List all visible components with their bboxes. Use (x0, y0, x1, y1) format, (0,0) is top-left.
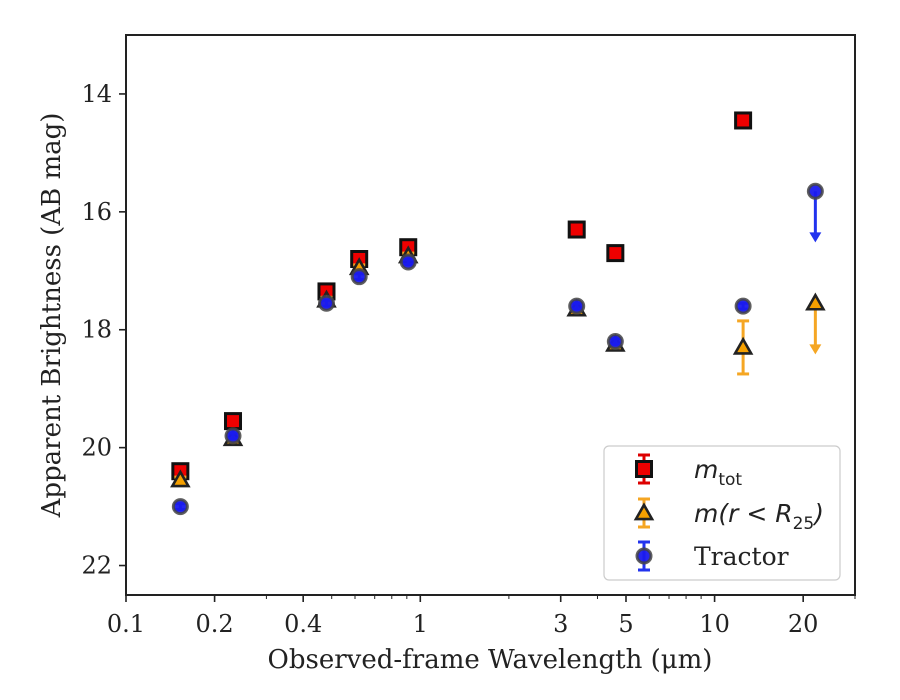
legend-marker (633, 502, 655, 521)
legend: mtot m(r < R25) Tractor (603, 445, 841, 581)
x-tick-label: 1 (413, 610, 428, 638)
legend-label-subscript: 25 (793, 514, 815, 534)
x-axis-label: Observed-frame Wavelength (μm) (268, 645, 713, 675)
data-point (734, 111, 753, 130)
data-point (568, 297, 586, 315)
x-tick-label: 0.4 (284, 610, 322, 638)
y-tick-label: 22 (81, 552, 112, 580)
data-point (399, 253, 417, 271)
legend-label: mtot (694, 455, 742, 490)
legend-label-subscript: tot (718, 470, 742, 490)
x-tick-label: 10 (699, 610, 730, 638)
data-point (734, 297, 752, 315)
data-point (350, 268, 368, 286)
legend-marker (635, 460, 653, 478)
legend-entry-tractor: Tractor (635, 540, 789, 572)
data-point (224, 412, 243, 431)
y-tick-label: 16 (81, 198, 112, 226)
series-tractor (171, 182, 824, 516)
x-tick-label: 0.2 (196, 610, 234, 638)
legend-box (603, 445, 841, 581)
data-point (732, 336, 754, 355)
data-point (567, 220, 586, 239)
y-tick-label: 14 (81, 80, 112, 108)
legend-entry-mtot: mtot (635, 453, 742, 490)
legend-marker (635, 547, 653, 565)
data-point (806, 182, 824, 200)
y-tick-label: 18 (81, 316, 112, 344)
plot-marks (170, 111, 826, 516)
legend-label: Tractor (694, 542, 789, 571)
series-mtot (171, 111, 753, 481)
data-point (317, 294, 335, 312)
legend-label-tail: ) (812, 499, 824, 528)
upper-limit-arrow-head (809, 232, 822, 243)
data-point (805, 292, 826, 311)
legend-label: m(r < R25) (694, 499, 824, 534)
upper-limit-arrow-head (809, 344, 822, 355)
legend-entry-mr25: m(r < R25) (633, 497, 824, 534)
axes: 0.1 0.2 0.4 1 3 5 10 20 14 16 18 20 22 (81, 80, 856, 638)
x-tick-label: 20 (788, 610, 819, 638)
legend-label-base: m(r < R (694, 499, 793, 528)
x-tick-label: 5 (618, 610, 633, 638)
data-point (606, 333, 624, 351)
data-point (170, 469, 191, 488)
data-point (171, 498, 189, 516)
x-tick-label: 0.1 (107, 610, 145, 638)
data-point (606, 244, 625, 263)
data-point (224, 427, 242, 445)
y-axis-label: Apparent Brightness (AB mag) (37, 113, 67, 519)
legend-label-base: m (694, 455, 718, 484)
x-tick-label: 3 (553, 610, 568, 638)
y-tick-label: 20 (81, 434, 112, 462)
plot-frame (125, 34, 856, 596)
